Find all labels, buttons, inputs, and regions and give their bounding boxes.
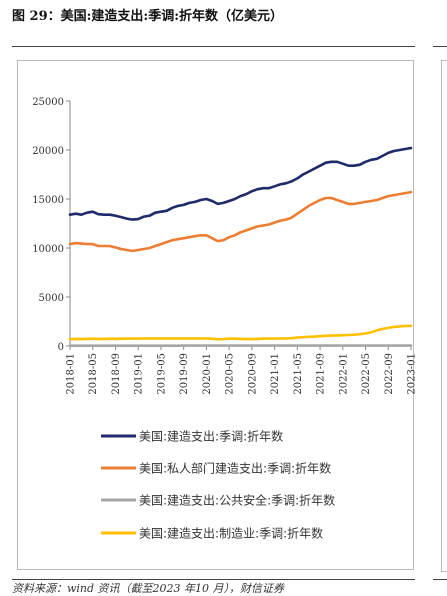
y-tick-label: 20000: [32, 146, 64, 157]
legend: 美国:建造支出:季调:折年数美国:私人部门建造支出:季调:折年数美国:建造支出:…: [101, 429, 335, 541]
axes: [70, 101, 411, 346]
x-tick-label: 2022-09: [384, 353, 395, 395]
legend-label: 美国:建造支出:制造业:季调:折年数: [139, 526, 323, 541]
y-tick-label: 0: [58, 342, 64, 353]
series-line-2: [70, 192, 411, 251]
legend-label: 美国:建造支出:季调:折年数: [139, 429, 283, 444]
x-tick-label: 2021-01: [270, 353, 281, 395]
y-tick-label: 5000: [39, 293, 64, 304]
y-tick-label: 10000: [32, 244, 64, 255]
x-tick-label: 2020-01: [202, 353, 213, 395]
source-note: 资料来源：wind 资讯（截至2023 年10 月），财信证券: [12, 580, 284, 596]
y-axis-ticks: 0 5000 10000 15000 20000 25000: [32, 97, 70, 353]
series-line-1: [70, 148, 411, 220]
x-tick-label: 2019-01: [134, 353, 145, 395]
x-tick-label: 2022-05: [361, 353, 372, 395]
x-tick-label: 2019-09: [179, 353, 190, 395]
x-tick-label: 2018-09: [111, 353, 122, 395]
x-tick-label: 2020-09: [247, 353, 258, 395]
x-tick-label: 2023-01: [407, 353, 418, 395]
x-tick-label: 2020-05: [225, 353, 236, 395]
x-tick-label: 2018-01: [66, 353, 77, 395]
x-tick-label: 2021-05: [293, 353, 304, 395]
y-tick-label: 25000: [32, 97, 64, 108]
legend-label: 美国:建造支出:公共安全:季调:折年数: [139, 493, 335, 508]
x-tick-label: 2021-09: [316, 353, 327, 395]
bottom-rule-right: [433, 579, 447, 580]
x-axis-ticks: 2018-01 2018-05 2018-09 2019-01 2019-05 2019-…: [66, 346, 418, 395]
x-tick-label: 2018-05: [88, 353, 99, 395]
series-lines: [70, 148, 411, 346]
series-line-4: [70, 326, 411, 340]
x-tick-label: 2022-01: [338, 353, 349, 395]
x-tick-label: 2019-05: [156, 353, 167, 395]
y-tick-label: 15000: [32, 195, 64, 206]
legend-label: 美国:私人部门建造支出:季调:折年数: [139, 461, 331, 476]
